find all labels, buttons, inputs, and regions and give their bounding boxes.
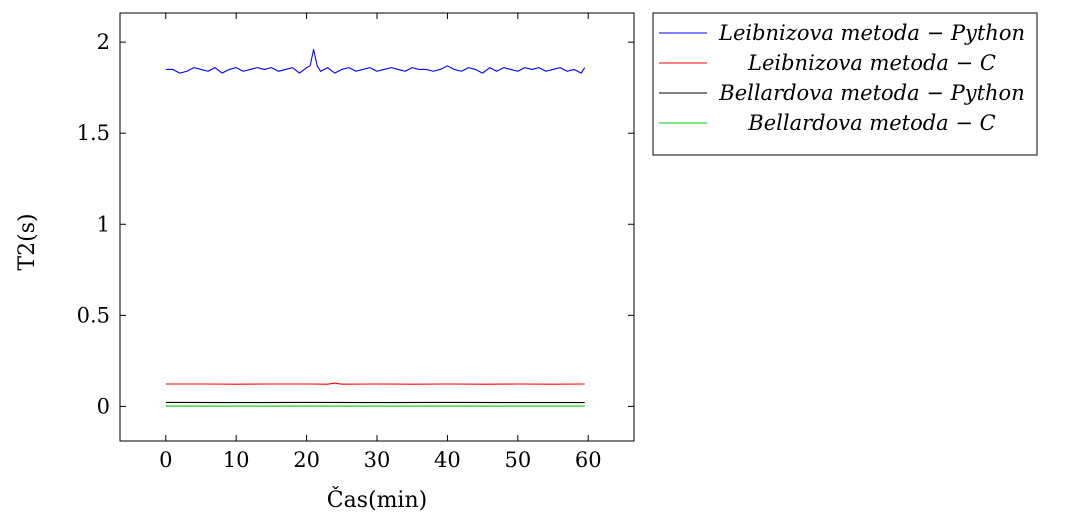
x-tick-label: 60 [575,448,602,472]
y-tick-label: 1 [97,212,110,236]
x-tick-label: 40 [434,448,461,472]
series-line-1 [165,48,586,74]
y-tick-label: 2 [97,30,110,54]
x-tick-label: 30 [364,448,391,472]
plot-frame [119,12,635,442]
y-tick-label: 1.5 [77,121,110,145]
x-tick-label: 10 [223,448,250,472]
legend-label-1: Leibnizova metoda − Python [718,21,1025,45]
x-tick-label: 0 [159,448,172,472]
y-axis-title: T2(s) [15,213,40,270]
legend-label-2: Leibnizova metoda − C [747,51,996,75]
y-tick-label: 0.5 [77,303,110,327]
y-tick-label: 0 [97,394,110,418]
x-tick-label: 20 [293,448,320,472]
x-axis-title: Čas(min) [327,486,427,513]
legend-label-4: Bellardova metoda − C [747,111,995,135]
legend-label-3: Bellardova metoda − Python [718,81,1024,105]
plot-area [119,12,635,442]
axis-ticks: 0 10 20 30 40 50 60 0 0.5 1 1.5 2 [77,13,634,472]
legend-box [652,12,1038,156]
x-tick-label: 50 [504,448,531,472]
legend: Leibnizova metoda − Python Leibnizova met… [652,12,1038,156]
series-line-2 [165,382,585,385]
